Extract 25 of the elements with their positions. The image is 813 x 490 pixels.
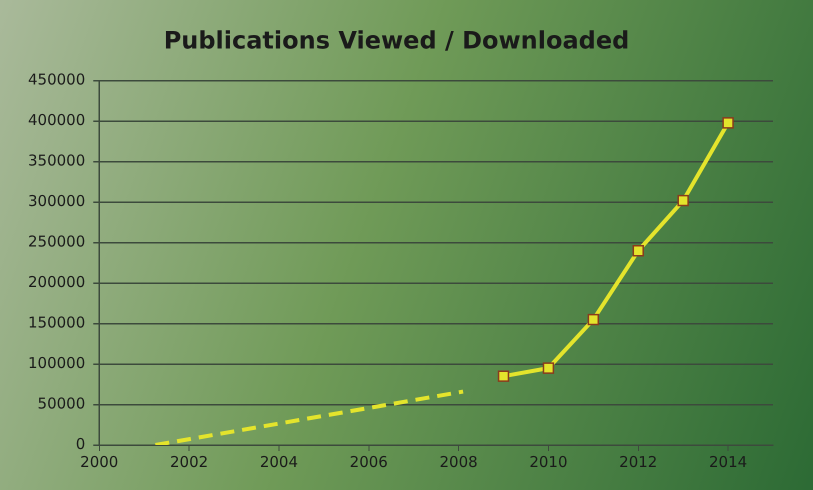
point [677, 194, 689, 206]
point [632, 245, 644, 256]
point [588, 314, 600, 326]
y-tick-label: 100000 [28, 354, 86, 372]
x-tick-label: 2004 [260, 452, 298, 471]
y-tick-label: 400000 [28, 111, 86, 130]
y-tick-label: 250000 [28, 232, 86, 251]
x-tick-label: 2000 [80, 452, 118, 471]
point [498, 370, 510, 382]
y-tick-label: 450000 [28, 70, 86, 89]
y-tick-label: 150000 [28, 313, 86, 332]
x-tick-label: 2008 [439, 452, 478, 471]
x-tick-label: 2006 [350, 452, 388, 471]
y-tick-label: 0 [76, 434, 86, 453]
y-tick-label: 200000 [28, 273, 86, 292]
chart-title: Publications Viewed / Downloaded [164, 26, 630, 55]
x-tick-label: 2002 [170, 452, 208, 471]
y-tick-label: 50000 [38, 394, 86, 412]
y-tick-label: 300000 [28, 192, 86, 210]
x-tick-label: 2012 [619, 452, 658, 471]
x-tick-label: 2014 [708, 452, 748, 471]
x-tick-label: 2010 [529, 452, 568, 471]
point [542, 362, 554, 374]
y-tick-label: 350000 [28, 152, 86, 170]
point [722, 117, 734, 129]
